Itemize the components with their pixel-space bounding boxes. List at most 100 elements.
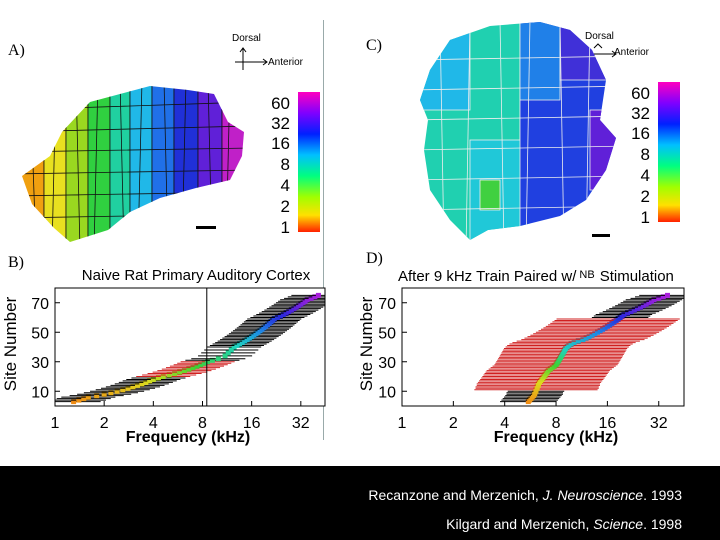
citation-1-journal: J. Neuroscience [542,487,644,503]
x-tick-label: 32 [650,415,668,432]
data-point [81,396,87,402]
colorbar-a-tick: 1 [281,218,290,237]
colorbar-c-tick: 16 [631,124,650,143]
y-tick-label: 70 [378,296,396,313]
colorbar-a-tick: 60 [271,94,290,113]
x-tick-label: 1 [51,415,60,432]
x-tick-label: 1 [398,415,407,432]
data-point [139,381,145,387]
data-point [108,390,114,396]
x-tick-label: 16 [243,415,261,432]
data-point [237,341,243,347]
data-point [234,343,240,349]
x-tick-label: 8 [552,415,561,432]
data-point [215,356,221,362]
data-point [274,315,280,320]
anterior-label-a: Anterior [268,57,304,68]
data-point [637,304,643,310]
data-point [271,316,277,322]
x-tick-label: 16 [598,415,616,432]
colorbar-a-tick: 8 [281,155,290,174]
data-point [575,338,581,344]
data-point [181,368,187,374]
data-point [286,309,292,315]
panel-c-label: C) [366,37,382,54]
y-tick-label: 50 [31,325,49,342]
x-tick-label: 4 [500,415,509,432]
chart-b-xlabel: Frequency (kHz) [126,429,250,446]
chart-d-title-part: Stimulation [600,268,674,285]
data-point [277,313,283,319]
data-point [312,294,318,300]
chart-d-xlabel: Frequency (kHz) [494,429,618,446]
citation-1-year: . 1993 [643,487,682,503]
data-point [315,292,321,298]
citation-1: Recanzone and Merzenich, J. Neuroscience… [368,487,682,503]
colorbar-a-tick: 2 [281,197,290,216]
y-tick-label: 70 [31,296,49,313]
data-point [147,378,153,384]
data-point [166,372,172,378]
y-tick-label: 50 [378,325,396,342]
data-point [125,385,131,391]
data-point [634,306,640,312]
data-point [94,393,100,399]
data-point [120,387,126,393]
data-point [201,360,207,366]
panel-a-label: A) [8,42,25,59]
panel-b-label: B) [8,254,24,271]
data-point [631,307,637,313]
colorbar-c-tick: 1 [641,208,650,227]
data-point [76,397,82,403]
data-point [160,374,166,379]
data-point [150,376,156,382]
data-point [621,312,627,318]
dorsal-label-a: Dorsal [232,33,261,44]
data-point [571,340,577,346]
data-point [172,371,178,377]
data-point [568,341,574,347]
data-point [225,350,231,356]
x-tick-label: 8 [198,415,207,432]
chart-d-title-part: After 9 kHz Train Paired w/ [398,268,577,285]
data-point [194,363,200,369]
data-point [597,328,603,334]
y-tick-label: 30 [378,355,396,372]
citation-2: Kilgard and Merzenich, Science. 1998 [446,516,682,532]
data-point [228,347,234,353]
colorbar-a-tick: 4 [281,176,290,195]
chart-d-title-nb: NB [579,269,594,281]
colorbar-c-tick: 60 [631,84,650,103]
colorbar-a-tick: 32 [271,114,290,133]
data-point [209,357,215,363]
data-point [640,303,646,309]
data-point [583,335,589,341]
data-point [101,391,107,397]
data-point [177,369,183,375]
y-tick-label: 30 [31,355,49,372]
panel-d-label: D) [366,250,383,267]
tonotopic-map-trained [420,22,616,240]
data-point [589,332,595,338]
chart-b-ylabel: Site Number [1,296,20,391]
data-point [190,365,196,371]
data-point [648,298,654,304]
y-tick-label: 10 [378,384,396,401]
data-point [114,388,120,394]
x-tick-label: 32 [292,415,310,432]
data-point [625,310,631,316]
data-point [155,375,161,381]
data-point [664,292,670,298]
citation-footer: Recanzone and Merzenich, J. Neuroscience… [0,466,720,540]
data-point [205,359,211,365]
colorbar-a: 60 32 16 8 4 2 1 [271,92,320,237]
data-point [222,353,228,359]
chart-d-trained: After 9 kHz Train Paired w/NB Stimulation… [358,268,685,446]
data-point [231,344,237,350]
data-point [308,295,314,301]
colorbar-c-tick: 4 [641,166,650,185]
data-point [595,329,601,335]
citation-2-journal: Science [593,516,644,532]
data-point [643,301,649,307]
data-point [304,297,310,303]
